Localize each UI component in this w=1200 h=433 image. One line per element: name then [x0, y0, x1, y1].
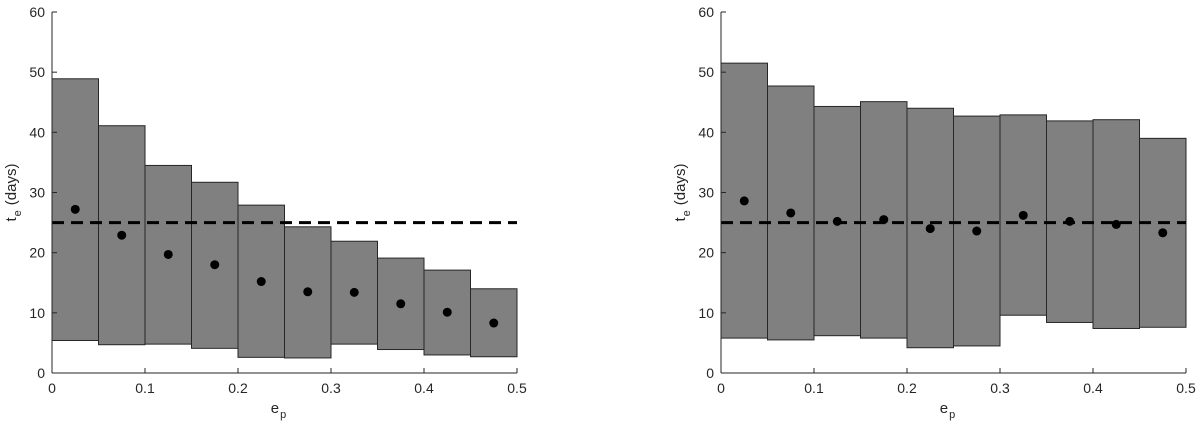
data-point [117, 230, 127, 240]
x-tick-label: 0.4 [1083, 380, 1103, 396]
y-tick-label: 20 [698, 245, 714, 261]
y-axis-label-main: t [672, 216, 689, 221]
x-tick-label: 0.3 [990, 380, 1010, 396]
y-axis-label: te (days) [3, 164, 24, 222]
y-tick-label: 60 [698, 4, 714, 20]
y-axis-label-subscript: e [12, 210, 24, 216]
data-point [256, 277, 266, 287]
y-axis-label: te (days) [672, 164, 693, 222]
x-axis-label-subscript: p [280, 409, 286, 421]
y-axis-label-unit: (days) [672, 164, 689, 206]
data-point [925, 224, 935, 234]
data-point [786, 208, 796, 218]
data-point [442, 307, 452, 317]
data-point [972, 226, 982, 236]
y-tick-label: 20 [29, 245, 45, 261]
y-tick-label: 0 [706, 365, 714, 381]
x-tick-label: 0.2 [897, 380, 917, 396]
data-point [1018, 210, 1028, 220]
data-point [303, 287, 313, 297]
x-tick-label: 0.1 [804, 380, 824, 396]
data-point [210, 260, 220, 270]
data-point [70, 204, 80, 214]
x-axis-label-subscript: p [949, 409, 955, 421]
x-axis-label-main: e [271, 400, 279, 417]
data-point [163, 249, 173, 259]
data-point [739, 196, 749, 206]
y-tick-label: 60 [29, 4, 45, 20]
y-axis-label-subscript: e [681, 210, 693, 216]
x-tick-label: 0.2 [228, 380, 248, 396]
data-point [879, 215, 889, 225]
data-point [1158, 228, 1168, 238]
x-tick-label: 0.5 [1176, 380, 1196, 396]
x-tick-label: 0.5 [507, 380, 527, 396]
y-tick-label: 50 [698, 64, 714, 80]
data-point [489, 318, 499, 328]
y-tick-label: 10 [698, 305, 714, 321]
y-axis-label-unit: (days) [3, 164, 20, 206]
y-tick-label: 40 [29, 124, 45, 140]
x-axis-label-main: e [940, 400, 948, 417]
x-tick-label: 0 [48, 380, 56, 396]
y-tick-label: 0 [37, 365, 45, 381]
data-point [396, 299, 406, 309]
x-tick-label: 0.4 [414, 380, 434, 396]
y-tick-label: 40 [698, 124, 714, 140]
y-axis-label-main: t [3, 216, 20, 221]
data-point [1065, 216, 1075, 226]
x-axis-label: ep [271, 400, 286, 421]
y-tick-label: 10 [29, 305, 45, 321]
data-point [349, 287, 359, 297]
data-point [1111, 219, 1121, 229]
x-tick-label: 0 [717, 380, 725, 396]
x-tick-label: 0.3 [321, 380, 341, 396]
x-tick-label: 0.1 [135, 380, 155, 396]
y-tick-label: 30 [698, 185, 714, 201]
data-point [832, 216, 842, 226]
range-bar [377, 257, 425, 351]
x-axis-label: ep [940, 400, 955, 421]
y-tick-label: 30 [29, 185, 45, 201]
y-tick-label: 50 [29, 64, 45, 80]
range-bar [860, 101, 908, 339]
